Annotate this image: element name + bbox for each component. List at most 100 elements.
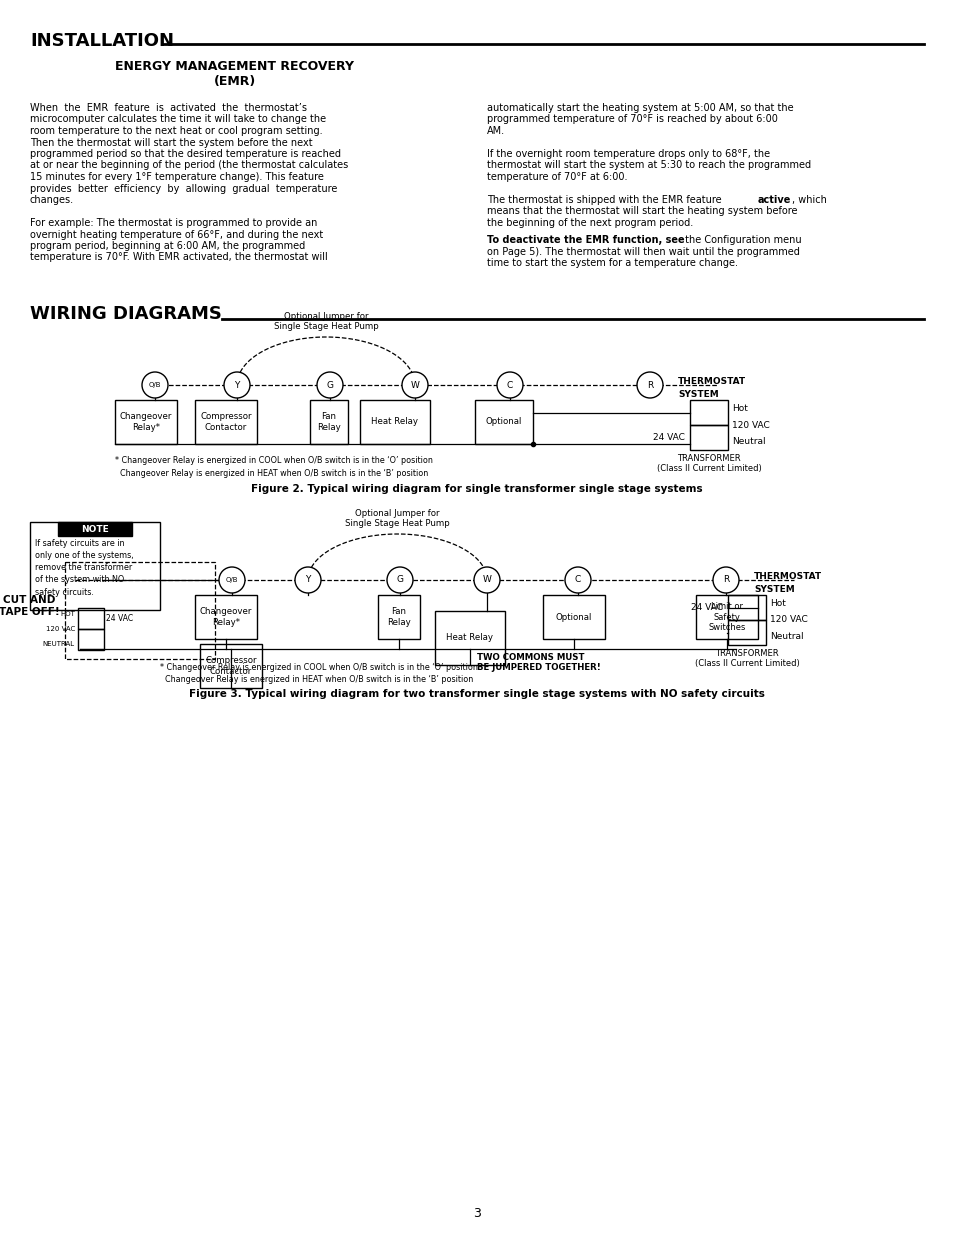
Bar (696, 595, 758, 638)
Text: ENERGY MANAGEMENT RECOVERY
(EMR): ENERGY MANAGEMENT RECOVERY (EMR) (115, 61, 355, 88)
Text: , which: , which (791, 195, 826, 205)
Bar (310, 400, 348, 445)
Text: R: R (722, 576, 728, 584)
Text: Changeover
Relay*: Changeover Relay* (120, 412, 172, 432)
Circle shape (564, 567, 590, 593)
Text: R: R (646, 380, 653, 389)
Circle shape (401, 372, 428, 398)
Text: time to start the system for a temperature change.: time to start the system for a temperatu… (486, 258, 738, 268)
Circle shape (316, 372, 343, 398)
Circle shape (224, 372, 250, 398)
Circle shape (474, 567, 499, 593)
Text: 3: 3 (473, 1207, 480, 1220)
Text: 120 VAC: 120 VAC (731, 420, 769, 430)
Text: TRANSFORMER
(Class II Current Limited): TRANSFORMER (Class II Current Limited) (656, 454, 760, 473)
Text: Optional Jumper for
Single Stage Heat Pump: Optional Jumper for Single Stage Heat Pu… (274, 311, 378, 331)
Bar (435, 611, 504, 664)
Bar (200, 643, 262, 688)
Bar (689, 400, 727, 425)
Bar (475, 400, 533, 445)
Text: means that the thermostat will start the heating system before: means that the thermostat will start the… (486, 206, 797, 216)
Bar (377, 595, 419, 638)
Text: NEUTRAL: NEUTRAL (43, 641, 75, 647)
Text: programmed period so that the desired temperature is reached: programmed period so that the desired te… (30, 149, 340, 159)
Text: program period, beginning at 6:00 AM, the programmed: program period, beginning at 6:00 AM, th… (30, 241, 305, 251)
Text: room temperature to the next heat or cool program setting.: room temperature to the next heat or coo… (30, 126, 322, 136)
Text: thermostat will start the system at 5:30 to reach the programmed: thermostat will start the system at 5:30… (486, 161, 810, 170)
Bar (115, 400, 177, 445)
Text: Changeover
Relay*: Changeover Relay* (199, 608, 252, 626)
Text: changes.: changes. (30, 195, 74, 205)
Bar (727, 595, 765, 620)
Text: C: C (506, 380, 513, 389)
Text: When  the  EMR  feature  is  activated  the  thermostat’s: When the EMR feature is activated the th… (30, 103, 307, 112)
Text: Y: Y (234, 380, 239, 389)
Text: For example: The thermostat is programmed to provide an: For example: The thermostat is programme… (30, 219, 317, 228)
Text: Figure 2. Typical wiring diagram for single transformer single stage systems: Figure 2. Typical wiring diagram for sin… (251, 484, 702, 494)
Text: 24 VAC: 24 VAC (690, 603, 722, 613)
Text: Optional: Optional (556, 613, 592, 621)
Text: INSTALLATION: INSTALLATION (30, 32, 173, 49)
Text: Fan
Relay: Fan Relay (387, 608, 411, 626)
Text: C: C (575, 576, 580, 584)
Text: Compressor
Contactor: Compressor Contactor (205, 656, 256, 676)
Text: at or near the beginning of the period (the thermostat calculates: at or near the beginning of the period (… (30, 161, 348, 170)
Text: active: active (758, 195, 791, 205)
Circle shape (142, 372, 168, 398)
Bar (727, 620, 765, 645)
Text: TRANSFORMER
(Class II Current Limited): TRANSFORMER (Class II Current Limited) (694, 650, 799, 668)
Text: HOT: HOT (60, 611, 75, 618)
Text: SYSTEM: SYSTEM (753, 585, 794, 594)
Text: W: W (482, 576, 491, 584)
Text: 24 VAC: 24 VAC (106, 614, 133, 622)
Bar (30, 522, 160, 610)
Text: Neutral: Neutral (769, 632, 802, 641)
Text: W: W (410, 380, 419, 389)
Text: 120 VAC: 120 VAC (46, 626, 75, 632)
Bar (194, 595, 256, 638)
Text: temperature of 70°F at 6:00.: temperature of 70°F at 6:00. (486, 172, 627, 182)
Text: Figure 3. Typical wiring diagram for two transformer single stage systems with N: Figure 3. Typical wiring diagram for two… (189, 689, 764, 699)
Text: NOTE: NOTE (81, 525, 109, 534)
Text: temperature is 70°F. With EMR activated, the thermostat will: temperature is 70°F. With EMR activated,… (30, 252, 328, 263)
Bar (58, 522, 132, 536)
Text: Heat Relay: Heat Relay (446, 634, 493, 642)
Text: 15 minutes for every 1°F temperature change). This feature: 15 minutes for every 1°F temperature cha… (30, 172, 323, 182)
Text: Neutral: Neutral (731, 437, 765, 446)
Text: Hot: Hot (769, 599, 785, 608)
Circle shape (294, 567, 320, 593)
Text: Compressor
Contactor: Compressor Contactor (200, 412, 252, 432)
Text: AM.: AM. (486, 126, 504, 136)
Text: To deactivate the EMR function, see: To deactivate the EMR function, see (486, 235, 684, 246)
Text: microcomputer calculates the time it will take to change the: microcomputer calculates the time it wil… (30, 115, 326, 125)
Text: WIRING DIAGRAMS: WIRING DIAGRAMS (30, 305, 222, 324)
Text: If safety circuits are in
only one of the systems,
remove the transformer
of the: If safety circuits are in only one of th… (35, 538, 133, 597)
Bar (542, 595, 604, 638)
Circle shape (637, 372, 662, 398)
Bar (359, 400, 430, 445)
Text: TWO COMMONS MUST
BE JUMPERED TOGETHER!: TWO COMMONS MUST BE JUMPERED TOGETHER! (476, 653, 600, 672)
Text: G: G (396, 576, 403, 584)
Text: programmed temperature of 70°F is reached by about 6:00: programmed temperature of 70°F is reache… (486, 115, 777, 125)
Text: CUT AND
TAPE OFF!: CUT AND TAPE OFF! (0, 595, 60, 616)
Bar (78, 608, 104, 629)
Text: Optional: Optional (485, 417, 521, 426)
Text: O/B: O/B (149, 382, 161, 388)
Text: the Configuration menu: the Configuration menu (681, 235, 801, 246)
Text: The thermostat is shipped with the EMR feature: The thermostat is shipped with the EMR f… (486, 195, 724, 205)
Text: overnight heating temperature of 66°F, and during the next: overnight heating temperature of 66°F, a… (30, 230, 323, 240)
Text: * Changeover Relay is energized in COOL when O/B switch is in the ‘O’ position
 : * Changeover Relay is energized in COOL … (160, 663, 477, 684)
Circle shape (219, 567, 245, 593)
Text: Heat Relay: Heat Relay (371, 417, 418, 426)
Text: THERMOSTAT: THERMOSTAT (678, 377, 745, 387)
Text: Y: Y (305, 576, 311, 584)
Text: G: G (326, 380, 334, 389)
Bar (194, 400, 256, 445)
Text: provides  better  efficiency  by  allowing  gradual  temperature: provides better efficiency by allowing g… (30, 184, 337, 194)
Text: 24 VAC: 24 VAC (653, 433, 684, 442)
Circle shape (497, 372, 522, 398)
Text: the beginning of the next program period.: the beginning of the next program period… (486, 219, 693, 228)
Circle shape (387, 567, 413, 593)
Text: Hot: Hot (731, 404, 747, 412)
Text: Optional Jumper for
Single Stage Heat Pump: Optional Jumper for Single Stage Heat Pu… (345, 509, 450, 529)
